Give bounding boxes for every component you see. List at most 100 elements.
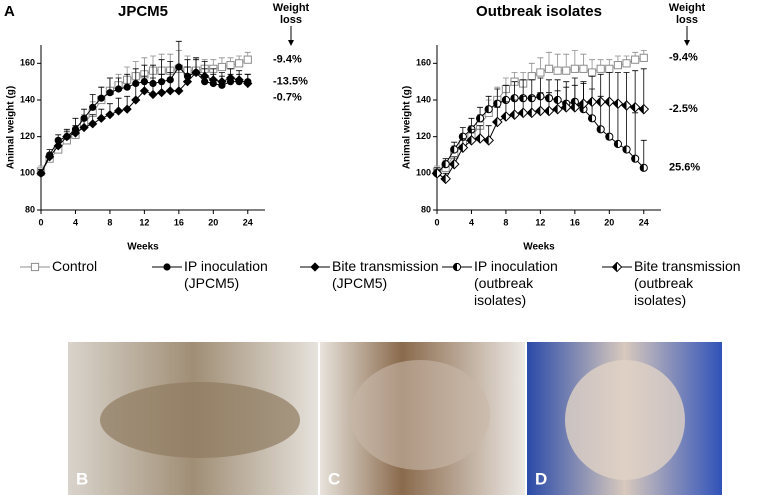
x-tick-label: 8 (107, 217, 112, 227)
marker (613, 61, 623, 70)
hamster (565, 360, 685, 480)
x-tick-label: 0 (38, 217, 43, 227)
marker-shape (131, 95, 141, 105)
legend-swatch (152, 263, 182, 271)
marker-shape (122, 104, 132, 114)
marker (165, 86, 175, 96)
x-tick-label: 4 (73, 217, 78, 227)
marker (201, 78, 209, 86)
photo-label: C (328, 469, 340, 488)
hamster (100, 382, 300, 458)
marker-shape (139, 86, 149, 96)
marker (586, 96, 598, 108)
marker (441, 160, 450, 169)
marker (200, 71, 210, 81)
marker-shape (630, 102, 636, 112)
header-line: loss (676, 14, 698, 26)
marker (611, 261, 623, 273)
marker (226, 61, 235, 70)
marker-shape (553, 66, 562, 75)
marker-shape (458, 143, 463, 153)
marker (475, 114, 485, 123)
y-tick-label: 80 (421, 204, 431, 214)
marker-shape (605, 64, 614, 73)
marker-shape (208, 75, 218, 85)
y-tick-label: 100 (416, 168, 431, 178)
marker (466, 135, 477, 146)
y-tick-label: 80 (25, 204, 35, 214)
y-tick-label: 140 (20, 94, 35, 104)
marker-shape (89, 103, 97, 111)
legend-item: Bite transmission (JPCM5) (298, 258, 442, 292)
marker-shape (475, 133, 481, 144)
marker-shape (639, 53, 648, 62)
marker (157, 88, 167, 98)
marker-shape (476, 114, 481, 122)
marker (493, 99, 502, 108)
marker (89, 103, 97, 111)
weight-loss-label: -13.5% (273, 76, 308, 88)
marker-shape (596, 97, 601, 107)
x-tick-label: 20 (604, 217, 614, 227)
marker (639, 163, 648, 172)
marker-shape (518, 108, 524, 118)
marker-shape (105, 110, 115, 120)
marker (552, 103, 563, 115)
marker (526, 107, 538, 119)
marker (225, 73, 236, 83)
marker-shape (640, 164, 644, 172)
marker (622, 145, 631, 154)
marker (88, 119, 98, 129)
legend-swatch (20, 262, 50, 272)
error-bar (632, 70, 639, 108)
marker-shape (96, 113, 106, 123)
marker (234, 75, 244, 85)
weight-loss-header: Weight loss (669, 2, 706, 26)
error-bar (640, 68, 647, 110)
x-tick-label: 0 (434, 217, 439, 227)
marker (492, 116, 503, 128)
marker (631, 154, 640, 163)
marker-shape (554, 96, 558, 104)
error-bar (614, 103, 621, 144)
marker-shape (639, 104, 644, 114)
y-tick-label: 120 (416, 131, 431, 141)
y-tick-label: 140 (416, 94, 431, 104)
marker (139, 86, 149, 96)
legend-item: Bite transmission (outbreak isolates) (600, 258, 744, 309)
y-axis-label: Animal weight (g) (402, 86, 413, 169)
weight-loss-label: -9.4% (669, 52, 698, 64)
legend-label: Bite transmission (JPCM5) (332, 258, 439, 291)
marker-shape (62, 132, 72, 142)
weight-loss-label: -0.7% (273, 92, 302, 104)
header-line: loss (280, 14, 302, 26)
arrow-head (684, 40, 690, 46)
marker-shape (501, 111, 506, 122)
series (36, 59, 253, 178)
legend-label: IP inoculation (outbreak isolates) (474, 258, 558, 308)
marker (570, 64, 579, 73)
marker-shape (449, 159, 455, 169)
marker-shape (614, 140, 618, 148)
marker-shape (114, 85, 123, 93)
marker-shape (544, 106, 549, 116)
marker-shape (217, 77, 227, 87)
y-tick-label: 120 (20, 131, 35, 141)
marker-shape (596, 64, 605, 73)
marker (631, 55, 640, 64)
marker-shape (588, 114, 593, 122)
marker (560, 102, 572, 113)
marker (596, 125, 605, 134)
error-bar (623, 105, 630, 150)
header-line: Weight (273, 2, 310, 14)
marker-shape (79, 122, 89, 133)
marker (638, 103, 650, 115)
legend-swatch (300, 262, 330, 272)
marker-shape (622, 59, 631, 68)
y-tick-label: 100 (20, 168, 35, 178)
marker-shape (570, 102, 575, 112)
marker-shape (536, 68, 545, 77)
marker-shape (182, 77, 193, 87)
marker-shape (97, 94, 105, 102)
marker-shape (243, 78, 253, 89)
